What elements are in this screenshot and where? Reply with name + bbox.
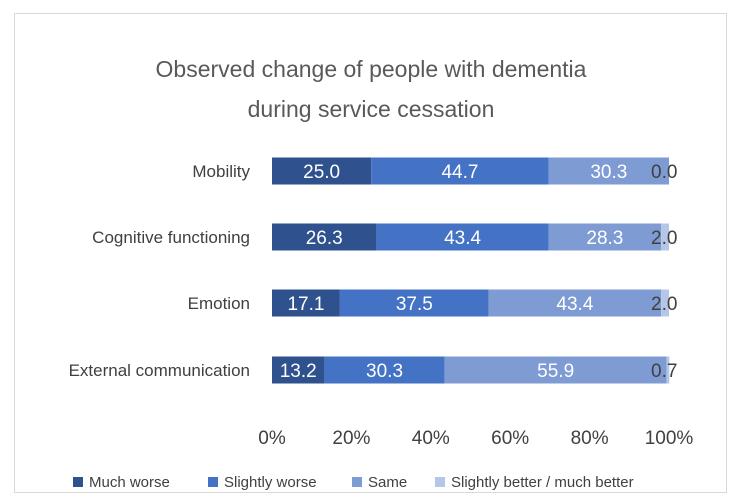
bar-segment-slightly-better-much-better-emotion	[661, 289, 669, 317]
bar-segment-slightly-better-much-better-cognitive-functioning	[661, 223, 669, 251]
data-label-much-worse-emotion: 17.1	[287, 294, 324, 315]
data-label-slightly-worse-emotion: 37.5	[396, 294, 433, 315]
bar-segment-slightly-worse-cognitive-functioning	[376, 223, 549, 251]
data-label-much-worse-cognitive-functioning: 26.3	[306, 228, 343, 249]
x-tick-label: 0%	[258, 428, 286, 449]
legend-label-much-worse: Much worse	[89, 474, 170, 491]
bar-segment-much-worse-external-communication	[272, 356, 325, 384]
chart-frame: Observed change of people with dementia …	[14, 13, 727, 493]
chart-title-line-2: during service cessation	[248, 96, 495, 122]
data-label-slightly-better-much-better-mobility: 0.0	[651, 162, 677, 183]
x-tick-label: 60%	[491, 428, 529, 449]
bar-segment-slightly-worse-external-communication	[324, 356, 445, 384]
data-label-slightly-better-much-better-emotion: 2.0	[651, 294, 677, 315]
legend-label-same: Same	[368, 474, 407, 491]
data-label-slightly-better-much-better-external-communication: 0.7	[651, 361, 677, 382]
bar-segment-slightly-better-much-better-external-communication	[666, 356, 670, 384]
data-label-much-worse-external-communication: 13.2	[280, 361, 317, 382]
x-axis: 0% 20% 40% 60% 80% 100%	[258, 428, 693, 449]
legend-label-slightly-worse: Slightly worse	[224, 474, 317, 491]
plot-area: Mobility 25.0 44.7 30.3 0.0 Cognitive functio…	[69, 157, 677, 384]
data-label-same-emotion: 43.4	[556, 294, 593, 315]
data-label-slightly-worse-mobility: 44.7	[441, 162, 478, 183]
x-tick-label: 40%	[412, 428, 450, 449]
legend-swatch-same	[352, 477, 362, 487]
x-tick-label: 20%	[332, 428, 370, 449]
legend: Much worse Slightly worse Same Slightly bet…	[73, 474, 634, 491]
bar-segment-much-worse-cognitive-functioning	[272, 223, 377, 251]
bar-segment-much-worse-mobility	[272, 157, 372, 185]
legend-swatch-much-worse	[73, 477, 83, 487]
bar-segment-much-worse-emotion	[272, 289, 340, 317]
data-label-slightly-worse-external-communication: 30.3	[366, 361, 403, 382]
legend-swatch-slightly-worse	[208, 477, 218, 487]
bar-segment-same-mobility	[548, 157, 669, 185]
data-label-slightly-worse-cognitive-functioning: 43.4	[444, 228, 481, 249]
data-label-same-cognitive-functioning: 28.3	[586, 228, 623, 249]
category-label-emotion: Emotion	[188, 294, 250, 313]
data-label-same-external-communication: 55.9	[537, 361, 574, 382]
bar-segment-same-external-communication	[444, 356, 667, 384]
x-tick-label: 100%	[645, 428, 694, 449]
legend-swatch-slightly-better-much-better	[435, 477, 445, 487]
bar-segment-slightly-worse-mobility	[371, 157, 549, 185]
legend-label-slightly-better-much-better: Slightly better / much better	[451, 474, 634, 491]
data-label-slightly-better-much-better-cognitive-functioning: 2.0	[651, 228, 677, 249]
bar-segment-same-cognitive-functioning	[548, 223, 662, 251]
stacked-bar-chart: Observed change of people with dementia …	[69, 56, 694, 491]
data-label-much-worse-mobility: 25.0	[303, 162, 340, 183]
chart-title-line-1: Observed change of people with dementia	[156, 56, 587, 82]
bar-segment-same-emotion	[488, 289, 662, 317]
category-label-mobility: Mobility	[192, 162, 250, 181]
data-label-same-mobility: 30.3	[590, 162, 627, 183]
x-tick-label: 80%	[571, 428, 609, 449]
category-label-cognitive-functioning: Cognitive functioning	[92, 228, 250, 247]
category-label-external-communication: External communication	[69, 361, 250, 380]
bar-segment-slightly-worse-emotion	[339, 289, 489, 317]
